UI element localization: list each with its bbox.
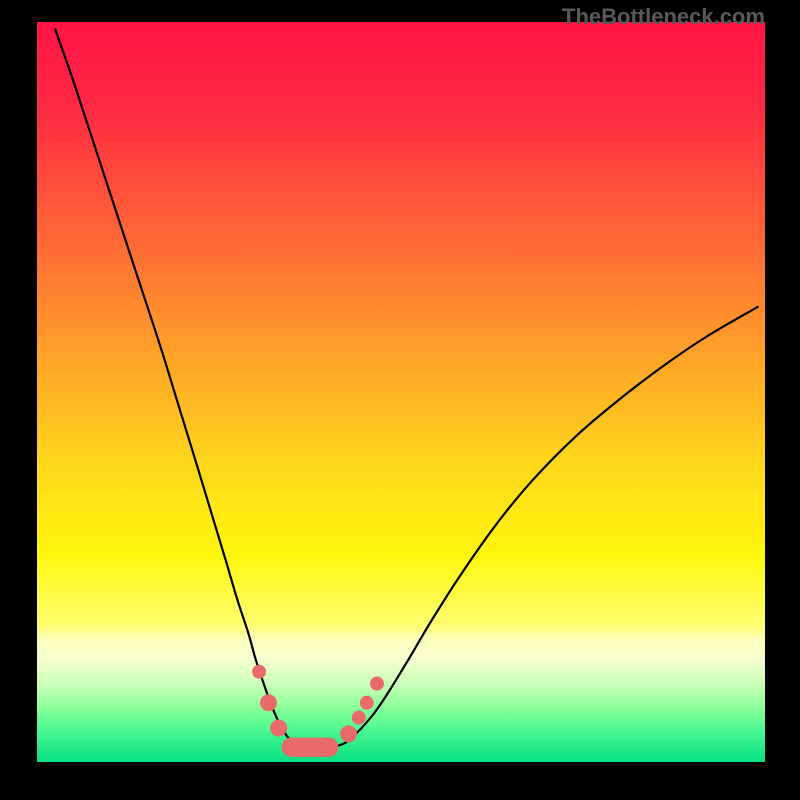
left-curve [55, 29, 313, 748]
right-marker-dot-0 [340, 725, 357, 742]
watermark-text: TheBottleneck.com [562, 4, 765, 30]
left-marker-dot-0 [252, 665, 266, 679]
right-marker-dot-2 [360, 696, 374, 710]
right-marker-dot-1 [352, 711, 366, 725]
curve-svg [37, 22, 765, 762]
chart-canvas: TheBottleneck.com [0, 0, 800, 800]
right-marker-dot-3 [370, 677, 384, 691]
bottom-capsule-marker [282, 738, 339, 757]
left-marker-dot-1 [260, 694, 277, 711]
left-marker-dot-2 [270, 719, 287, 736]
plot-area [37, 22, 765, 762]
